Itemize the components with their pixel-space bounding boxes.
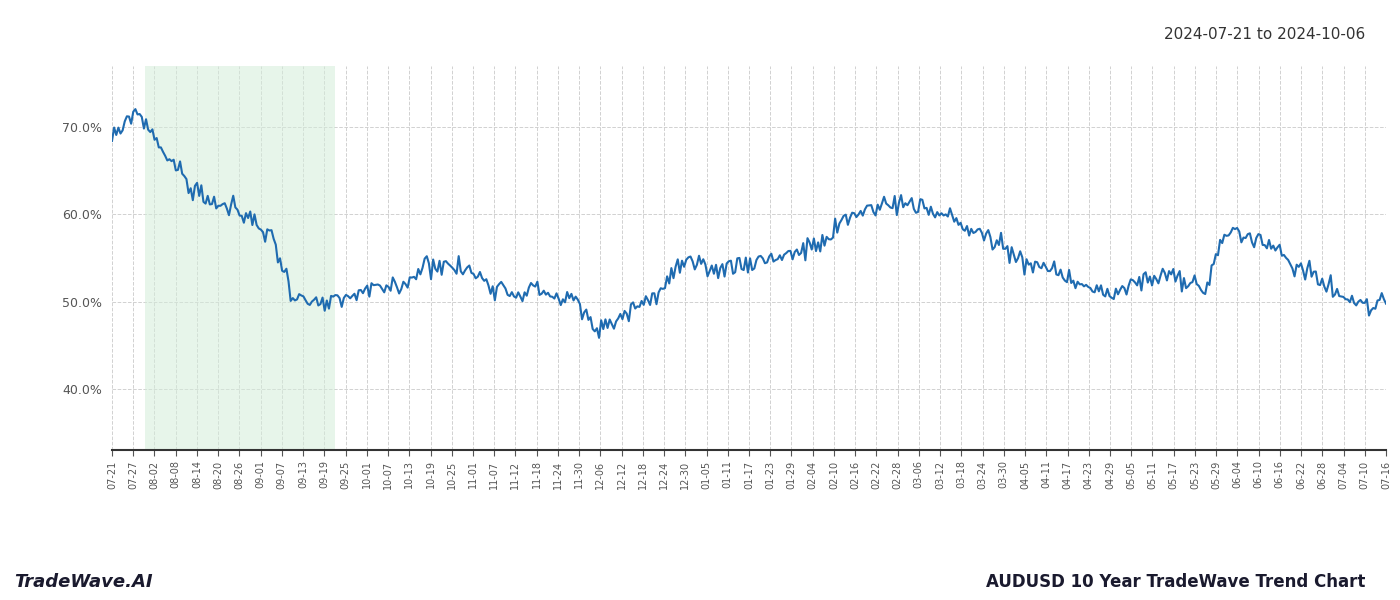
Text: 2024-07-21 to 2024-10-06: 2024-07-21 to 2024-10-06 (1163, 27, 1365, 42)
Text: TradeWave.AI: TradeWave.AI (14, 573, 153, 591)
Bar (146, 66, 336, 450)
Text: AUDUSD 10 Year TradeWave Trend Chart: AUDUSD 10 Year TradeWave Trend Chart (986, 573, 1365, 591)
